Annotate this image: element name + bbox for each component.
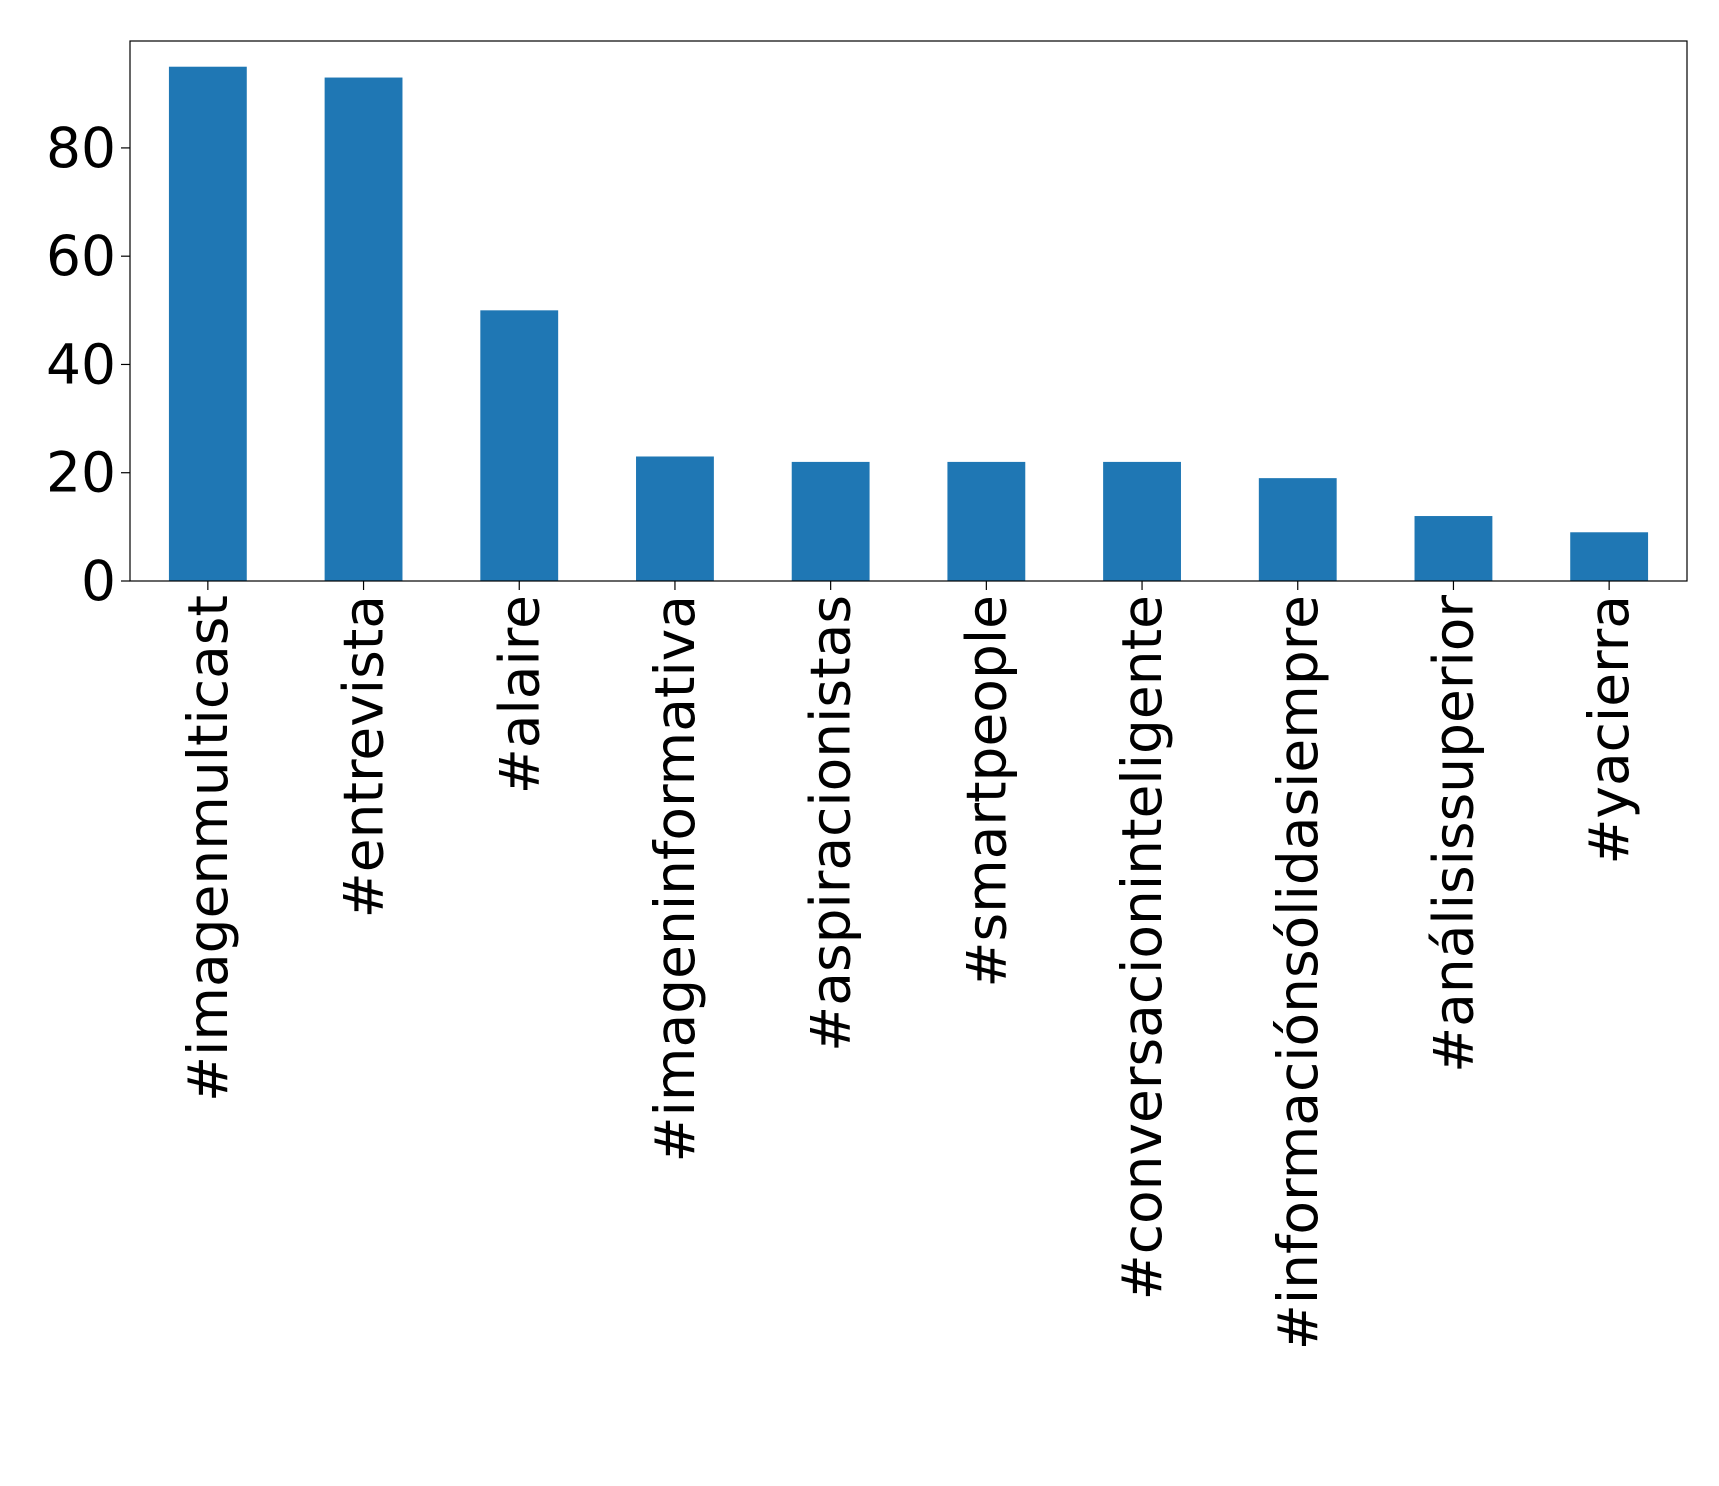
x-tick-label: #análisissuperior <box>1421 595 1485 1073</box>
x-tick-label: #conversacioninteligente <box>1110 595 1174 1300</box>
bar <box>791 461 870 581</box>
x-tick-label: #aspiracionistas <box>799 595 863 1052</box>
y-tick-label: 20 <box>46 441 116 505</box>
x-tick-label: #alaire <box>487 595 551 794</box>
bar <box>1414 516 1493 581</box>
plot-frame <box>129 40 1688 582</box>
y-tick-label: 40 <box>46 332 116 396</box>
x-tick-label: #yacierra <box>1577 595 1641 865</box>
x-tick-label: #imagenmulticast <box>176 595 240 1102</box>
bar <box>168 66 247 581</box>
y-tick-label: 0 <box>81 549 116 613</box>
x-tick-label: #informaciónsólidasiempre <box>1266 595 1330 1350</box>
x-tick-label: #smartpeople <box>954 595 1018 988</box>
bar <box>1103 461 1181 581</box>
x-tick-label: #imageninformativa <box>643 595 707 1162</box>
bar <box>1258 478 1337 581</box>
bar <box>480 310 559 581</box>
y-tick-label: 60 <box>46 224 116 288</box>
bar <box>636 456 714 581</box>
y-tick-label: 80 <box>46 116 116 180</box>
bar <box>947 461 1026 581</box>
x-tick-label: #entrevista <box>332 595 396 918</box>
bar <box>324 77 403 581</box>
bar <box>1570 532 1649 581</box>
